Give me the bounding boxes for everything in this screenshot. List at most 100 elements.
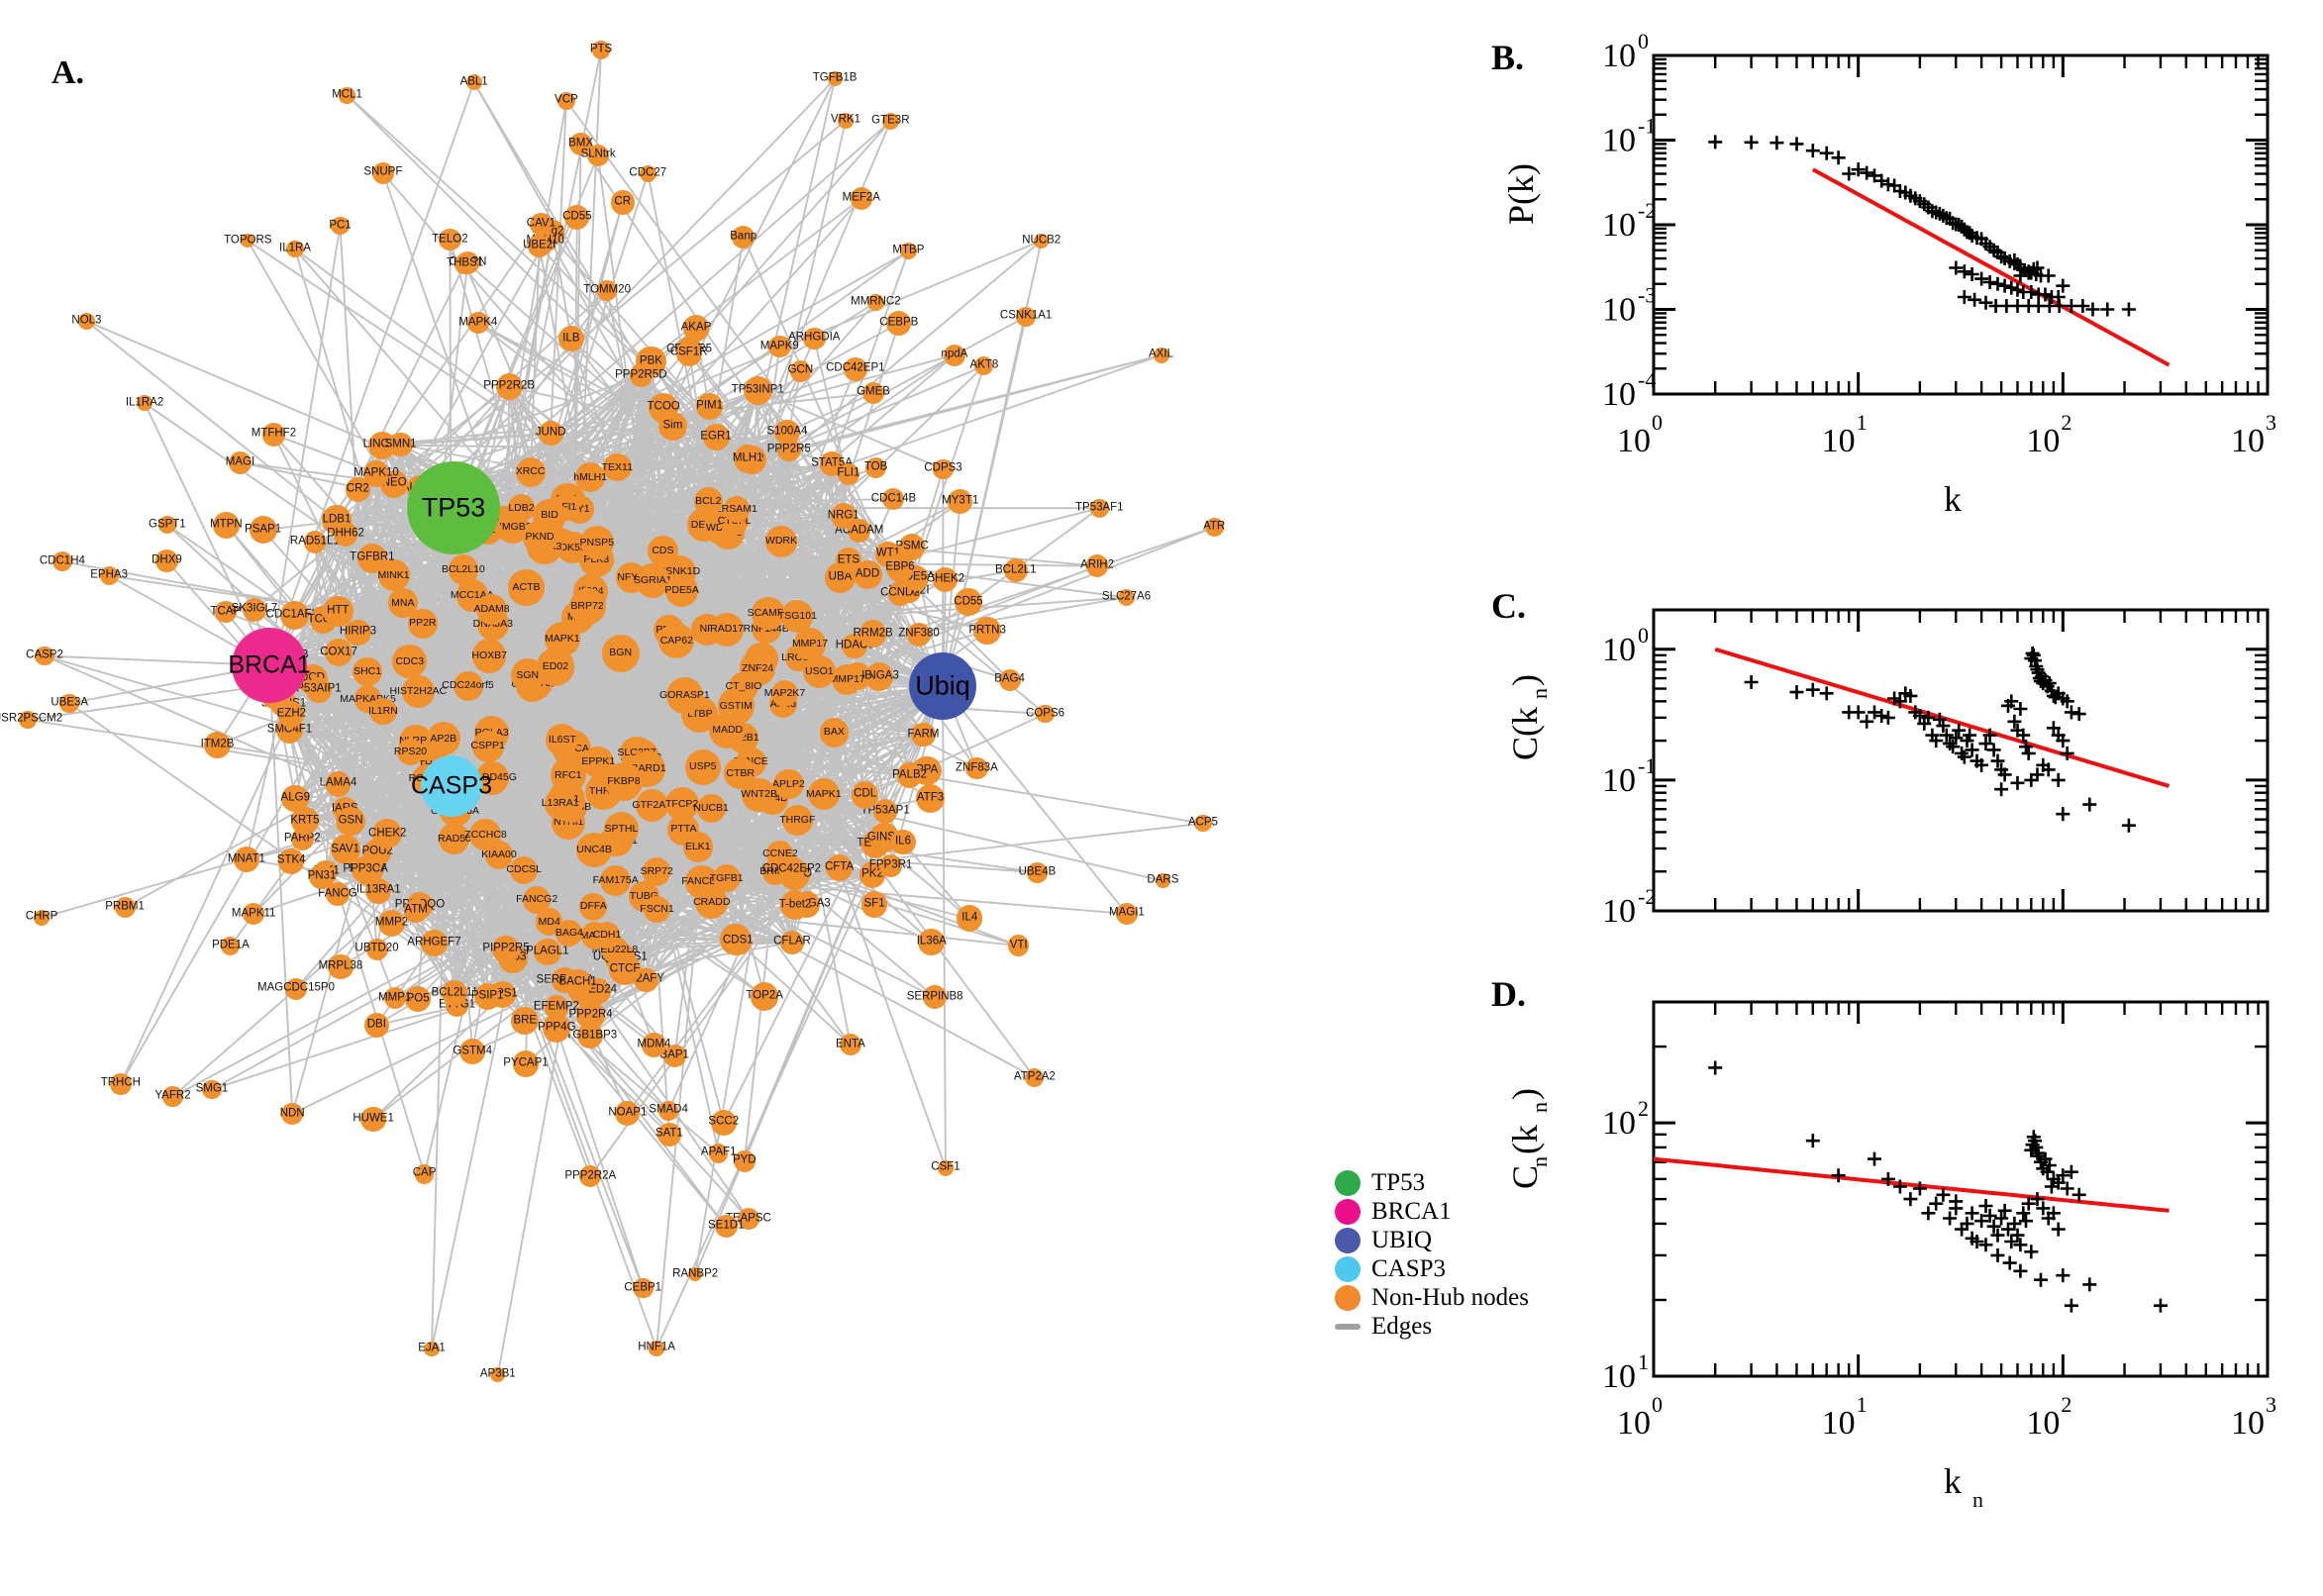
network-node[interactable]	[608, 952, 642, 986]
hub-node-tp53[interactable]	[407, 461, 500, 554]
network-node[interactable]	[957, 905, 983, 932]
network-node[interactable]	[881, 112, 899, 130]
network-node[interactable]	[568, 588, 606, 626]
network-node[interactable]	[426, 722, 460, 756]
network-node[interactable]	[878, 854, 903, 878]
network-node[interactable]	[34, 909, 50, 926]
network-node[interactable]	[839, 1033, 862, 1056]
network-node[interactable]	[473, 982, 501, 1011]
network-node[interactable]	[632, 1277, 654, 1299]
network-node[interactable]	[1089, 498, 1109, 518]
network-node[interactable]	[943, 344, 965, 366]
network-node[interactable]	[324, 638, 354, 667]
network-node[interactable]	[325, 771, 352, 797]
network-node[interactable]	[1194, 815, 1212, 833]
network-node[interactable]	[596, 280, 618, 301]
network-node[interactable]	[593, 922, 621, 948]
network-node[interactable]	[682, 315, 709, 342]
network-node[interactable]	[601, 634, 640, 672]
network-node[interactable]	[911, 723, 936, 748]
network-node[interactable]	[533, 938, 561, 966]
network-node[interactable]	[564, 204, 590, 230]
network-node[interactable]	[851, 781, 879, 809]
network-node[interactable]	[303, 531, 327, 553]
network-node[interactable]	[643, 857, 671, 886]
network-node[interactable]	[453, 670, 483, 701]
network-node[interactable]	[1153, 347, 1169, 363]
network-node[interactable]	[356, 543, 387, 573]
network-node[interactable]	[339, 86, 355, 104]
network-node[interactable]	[724, 927, 753, 955]
network-node[interactable]	[243, 903, 265, 926]
network-node[interactable]	[579, 1164, 602, 1188]
network-node[interactable]	[724, 756, 758, 790]
network-node[interactable]	[780, 931, 804, 954]
network-node[interactable]	[665, 676, 704, 715]
network-node[interactable]	[448, 554, 478, 585]
network-node[interactable]	[345, 619, 371, 647]
network-node[interactable]	[557, 326, 584, 352]
network-node[interactable]	[527, 234, 552, 258]
network-node[interactable]	[576, 1001, 606, 1031]
network-node[interactable]	[696, 794, 726, 823]
network-node[interactable]	[1027, 861, 1048, 883]
network-node[interactable]	[664, 787, 699, 822]
network-node[interactable]	[441, 979, 468, 1007]
network-node[interactable]	[603, 811, 639, 847]
network-node[interactable]	[848, 519, 871, 543]
network-node[interactable]	[35, 646, 54, 666]
network-node[interactable]	[825, 853, 854, 881]
network-node[interactable]	[19, 711, 37, 729]
network-node[interactable]	[476, 594, 507, 626]
network-node[interactable]	[662, 1045, 686, 1067]
network-node[interactable]	[709, 612, 745, 648]
network-node[interactable]	[658, 1100, 679, 1121]
network-node[interactable]	[544, 787, 576, 820]
network-node[interactable]	[371, 161, 395, 185]
network-node[interactable]	[702, 424, 730, 450]
network-node[interactable]	[1007, 935, 1030, 956]
network-node[interactable]	[684, 749, 721, 785]
network-node[interactable]	[729, 672, 758, 702]
network-node[interactable]	[387, 588, 418, 619]
network-node[interactable]	[906, 622, 932, 648]
network-node[interactable]	[1117, 588, 1136, 607]
network-node[interactable]	[114, 897, 136, 919]
network-node[interactable]	[636, 563, 670, 598]
network-node[interactable]	[1034, 233, 1050, 249]
network-node[interactable]	[899, 243, 917, 260]
network-node[interactable]	[360, 1106, 386, 1132]
network-node[interactable]	[490, 1367, 506, 1383]
network-node[interactable]	[512, 1050, 540, 1078]
network-node[interactable]	[215, 601, 237, 623]
network-node[interactable]	[955, 588, 982, 616]
network-node[interactable]	[424, 1341, 440, 1356]
network-node[interactable]	[1036, 704, 1055, 724]
hub-node-brca1[interactable]	[232, 628, 307, 703]
network-node[interactable]	[328, 953, 354, 980]
network-node[interactable]	[777, 855, 805, 883]
network-node[interactable]	[709, 1144, 729, 1163]
network-node[interactable]	[1204, 518, 1224, 538]
network-node[interactable]	[890, 829, 916, 855]
network-node[interactable]	[530, 213, 553, 236]
network-node[interactable]	[556, 91, 575, 110]
network-node[interactable]	[401, 674, 435, 708]
network-node[interactable]	[861, 381, 885, 405]
network-node[interactable]	[469, 819, 502, 851]
network-node[interactable]	[77, 312, 96, 331]
network-node[interactable]	[850, 187, 873, 210]
network-node[interactable]	[511, 1007, 540, 1036]
network-node[interactable]	[793, 628, 827, 660]
network-node[interactable]	[363, 1012, 390, 1038]
network-node[interactable]	[579, 892, 608, 921]
network-node[interactable]	[365, 938, 388, 960]
network-node[interactable]	[284, 977, 308, 1000]
network-node[interactable]	[556, 920, 583, 948]
network-node[interactable]	[773, 768, 804, 800]
network-node[interactable]	[465, 73, 482, 91]
network-node[interactable]	[404, 898, 429, 923]
network-node[interactable]	[574, 462, 606, 493]
network-node[interactable]	[392, 644, 427, 679]
network-node[interactable]	[695, 392, 724, 420]
